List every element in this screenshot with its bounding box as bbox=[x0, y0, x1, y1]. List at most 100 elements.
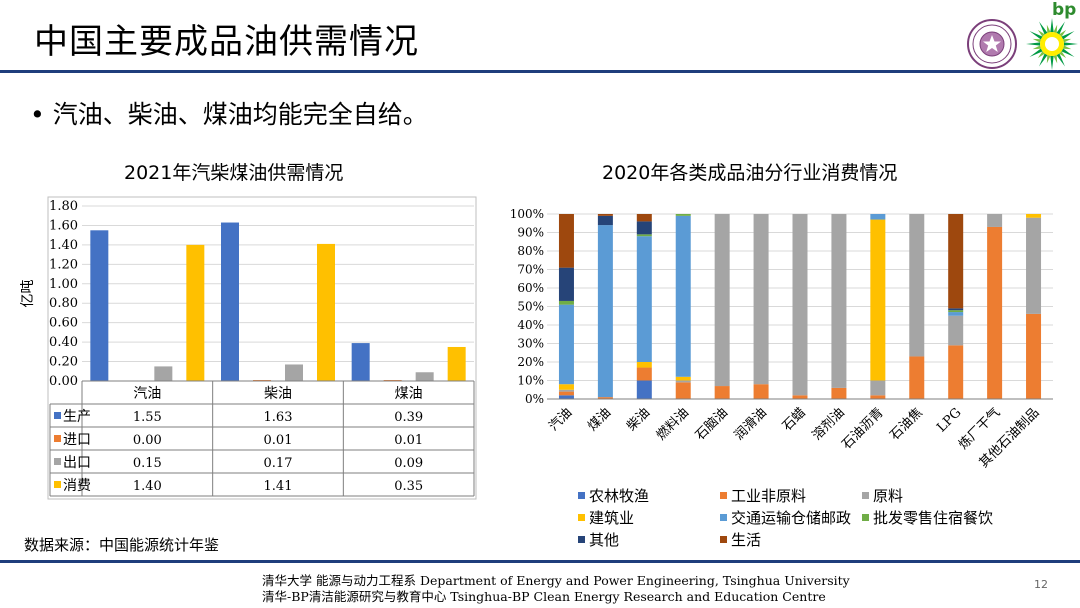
chart2-legend-key bbox=[578, 536, 585, 543]
chart1-series-name: 进口 bbox=[63, 432, 91, 448]
chart2-bar-segment-1-4 bbox=[714, 386, 730, 399]
chart1-legend-key bbox=[54, 412, 61, 419]
chart2-ytick-label: 40% bbox=[517, 318, 544, 332]
chart2-legend-item: 其他 bbox=[578, 529, 619, 550]
chart1-data-label: 1.41 bbox=[264, 479, 293, 494]
header-rule bbox=[0, 70, 1080, 73]
chart2-category-label: 柴油 bbox=[624, 405, 653, 434]
footer-line-2: 清华-BP清洁能源研究与教育中心 Tsinghua-BP Clean Energ… bbox=[262, 589, 826, 604]
tsinghua-seal-icon bbox=[967, 19, 1017, 69]
chart2-category-label: 溶剂油 bbox=[810, 405, 848, 443]
chart2-bar-segment-1-11 bbox=[987, 226, 1003, 399]
chart1-ytick-label: 0.60 bbox=[49, 316, 78, 331]
chart2-legend-key bbox=[862, 514, 869, 521]
chart2-bar-segment-2-8 bbox=[870, 380, 886, 396]
chart2-bar-segment-2-5 bbox=[753, 214, 769, 385]
chart2-bar-segment-1-1 bbox=[597, 397, 613, 399]
chart2-ytick-label: 100% bbox=[510, 207, 544, 221]
chart1-category-label: 煤油 bbox=[395, 386, 423, 402]
chart1-bar-3-1 bbox=[317, 243, 335, 381]
chart2-legend-label: 交通运输仓储邮政 bbox=[731, 509, 852, 527]
chart1-ytick-label: 0.80 bbox=[49, 296, 78, 311]
bullet-point: • 汽油、柴油、煤油均能完全自给。 bbox=[30, 100, 428, 129]
chart2-legend-label: 批发零售住宿餐饮 bbox=[873, 509, 994, 527]
chart2-legend-label: 其他 bbox=[589, 531, 620, 549]
chart1-legend-key bbox=[54, 458, 61, 465]
chart2-bar-segment-4-0 bbox=[558, 304, 574, 385]
bp-ray bbox=[1053, 24, 1058, 33]
chart2-bar-segment-2-7 bbox=[831, 214, 847, 388]
chart2-legend-item: 交通运输仓储邮政 bbox=[720, 507, 851, 528]
chart1-series-name: 生产 bbox=[63, 409, 91, 425]
chart1-legend-key bbox=[54, 481, 61, 488]
chart2-bar-segment-2-0 bbox=[558, 389, 574, 392]
chart2-bar-segment-2-11 bbox=[987, 214, 1003, 227]
bp-ray bbox=[1063, 45, 1072, 50]
chart1-data-label: 0.15 bbox=[133, 456, 162, 471]
chart1-data-label: 0.17 bbox=[264, 456, 293, 471]
chart2-legend-label: 工业非原料 bbox=[731, 487, 807, 505]
chart2-bar-segment-7-2 bbox=[636, 214, 652, 222]
chart2-legend-item: 建筑业 bbox=[578, 507, 634, 528]
chart2-bar-segment-1-0 bbox=[558, 391, 574, 396]
chart2-legend-key bbox=[578, 492, 585, 499]
chart1-ytick-label: 1.20 bbox=[49, 257, 78, 272]
chart1-data-label: 0.00 bbox=[133, 433, 162, 448]
chart2-bar-segment-1-2 bbox=[636, 367, 652, 381]
chart2-bar-segment-2-12 bbox=[1026, 217, 1042, 314]
chart2-category-label: 汽油 bbox=[546, 405, 575, 434]
chart1-data-label: 0.39 bbox=[394, 410, 423, 425]
chart2-bar-segment-3-8 bbox=[870, 219, 886, 381]
chart2-ytick-label: 70% bbox=[517, 263, 544, 277]
chart2-bar-segment-1-10 bbox=[948, 345, 964, 399]
chart2-category-label: 煤油 bbox=[585, 405, 614, 434]
chart2-bar-segment-3-12 bbox=[1026, 214, 1042, 218]
chart1-ytick-label: 1.80 bbox=[49, 199, 78, 214]
chart2-legend-item: 生活 bbox=[720, 529, 761, 550]
chart2-bar-segment-2-4 bbox=[714, 214, 730, 387]
chart2-consumption-by-sector: 0% 10% 20% 30% 40% 50% 60% 70% 80% 90% 100% 汽油 煤油 柴油燃… bbox=[510, 207, 1053, 471]
chart2-bar-segment-4-1 bbox=[597, 225, 613, 398]
bp-ray bbox=[1046, 24, 1051, 33]
chart1-bar-2-1 bbox=[285, 364, 303, 381]
chart1-supply-demand: 0.00 0.20 0.40 0.60 0.80 1.00 1.20 1.40 1.60 1.80… bbox=[20, 196, 477, 500]
bp-ray bbox=[1063, 38, 1072, 43]
chart1-ytick-label: 1.40 bbox=[49, 238, 78, 253]
chart2-category-label: 石蜡 bbox=[780, 405, 809, 434]
bp-ray bbox=[1056, 21, 1065, 35]
chart2-bar-segment-5-0 bbox=[558, 300, 574, 305]
bp-ray bbox=[1050, 18, 1054, 33]
chart2-category-label: 燃料油 bbox=[653, 405, 692, 444]
data-source: 数据来源：中国能源统计年鉴 bbox=[24, 536, 220, 554]
chart2-bar-segment-4-8 bbox=[870, 214, 886, 220]
chart1-ytick-label: 0.00 bbox=[49, 374, 78, 389]
bp-logo-text: bp bbox=[1052, 0, 1077, 20]
chart1-frame bbox=[47, 196, 477, 500]
chart2-category-label: 石脑油 bbox=[693, 405, 731, 443]
chart2-bar-segment-2-9 bbox=[909, 214, 925, 357]
chart2-bar-segment-3-2 bbox=[636, 362, 652, 368]
chart2-bar-segment-0-0 bbox=[558, 395, 574, 399]
chart2-bar-segment-6-2 bbox=[636, 221, 652, 235]
bp-ray bbox=[1029, 31, 1043, 40]
bp-ray bbox=[1039, 53, 1048, 67]
chart1-bar-2-2 bbox=[415, 372, 434, 381]
chart1-bar-2-0 bbox=[154, 366, 173, 381]
page-number: 12 bbox=[1034, 578, 1048, 591]
chart2-legend-label: 生活 bbox=[731, 531, 762, 549]
chart1-data-label: 0.01 bbox=[264, 433, 293, 448]
footer-line-1: 清华大学 能源与动力工程系 Department of Energy and P… bbox=[262, 573, 850, 588]
chart2-bar-segment-1-9 bbox=[909, 356, 925, 399]
bp-ray bbox=[1032, 38, 1041, 43]
bp-ray bbox=[1026, 42, 1041, 46]
chart1-bar-0-0 bbox=[90, 230, 109, 381]
chart2-bar-segment-4-10 bbox=[948, 312, 964, 316]
chart2-ytick-label: 30% bbox=[517, 337, 544, 351]
chart2-ytick-label: 0% bbox=[525, 392, 544, 406]
chart2-bar-segment-2-3 bbox=[675, 380, 691, 383]
chart1-ytick-label: 1.00 bbox=[49, 277, 78, 292]
chart2-legend-item: 原料 bbox=[862, 485, 903, 506]
chart2-legend-item: 批发零售住宿餐饮 bbox=[862, 507, 993, 528]
chart1-series-name: 出口 bbox=[63, 455, 91, 471]
chart2-legend-key bbox=[578, 514, 585, 521]
